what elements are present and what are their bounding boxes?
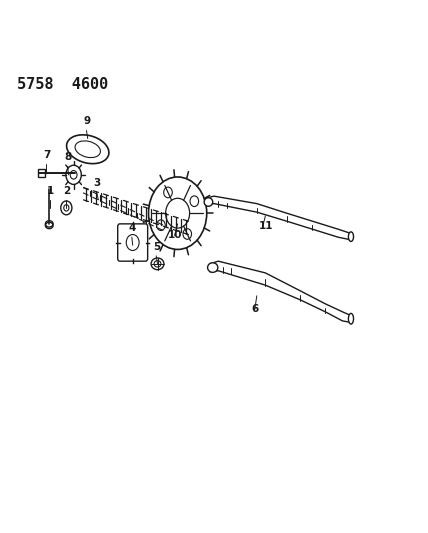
Ellipse shape [208,263,218,272]
Circle shape [183,229,191,239]
Text: 6: 6 [252,304,259,314]
Circle shape [64,205,69,211]
Text: 10: 10 [168,230,183,240]
Circle shape [163,187,172,198]
Ellipse shape [204,198,213,206]
Text: 7: 7 [43,150,50,160]
Text: 2: 2 [63,185,71,196]
Text: 4: 4 [128,223,136,233]
Text: 1: 1 [47,185,54,196]
Bar [38,169,45,177]
FancyBboxPatch shape [118,224,148,261]
Polygon shape [210,261,351,322]
Ellipse shape [67,135,109,164]
Ellipse shape [45,221,53,227]
Circle shape [157,220,165,230]
Ellipse shape [348,232,354,241]
Ellipse shape [348,313,354,324]
Text: 5758  4600: 5758 4600 [17,77,108,92]
Circle shape [66,165,81,184]
Circle shape [61,201,72,215]
Circle shape [149,177,207,249]
Circle shape [190,196,199,207]
Text: 9: 9 [83,116,91,126]
Text: 8: 8 [64,152,71,162]
Text: 3: 3 [93,177,101,188]
Text: 11: 11 [259,221,273,231]
Text: 5: 5 [153,241,160,252]
Ellipse shape [151,258,164,270]
Polygon shape [205,196,351,240]
